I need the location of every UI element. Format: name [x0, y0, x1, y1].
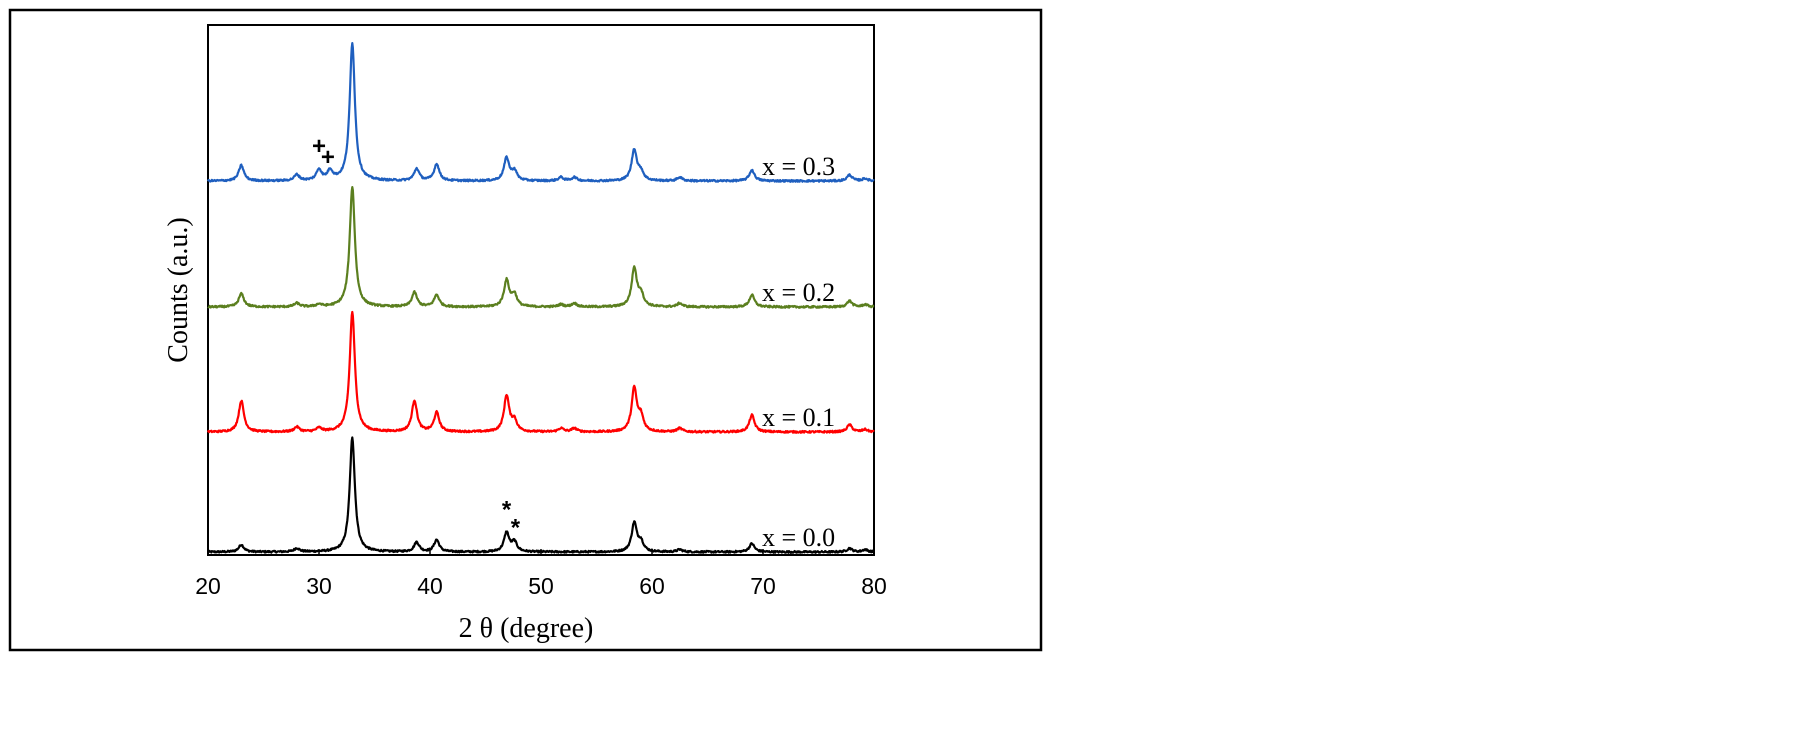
x-tick-label-5: 70	[750, 573, 776, 599]
peak-marker-2: *	[502, 496, 512, 523]
peak-marker-0: +	[312, 133, 326, 160]
series-labels: x = 0.0 x = 0.1 x = 0.2 x = 0.3	[762, 152, 835, 552]
series-label-2: x = 0.2	[762, 278, 835, 307]
peak-marker-1: +	[321, 144, 335, 171]
peak-markers: ++ **	[312, 133, 521, 541]
x-tick-label-2: 40	[417, 573, 443, 599]
x-tick-label-4: 60	[639, 573, 665, 599]
series-line-3	[206, 42, 875, 183]
x-axis-title: 2 θ (degree)	[459, 613, 594, 644]
series-line-2	[207, 186, 875, 309]
series-label-0: x = 0.0	[762, 523, 835, 552]
plot-area	[207, 24, 875, 556]
series-label-3: x = 0.3	[762, 152, 835, 181]
x-tick-label-3: 50	[528, 573, 554, 599]
x-tick-label-6: 80	[861, 573, 887, 599]
x-axis-ticks: 20 30 40 50 60 70 80	[195, 549, 887, 599]
series-label-1: x = 0.1	[762, 403, 835, 432]
x-tick-label-0: 20	[195, 573, 221, 599]
x-tick-label-1: 30	[306, 573, 332, 599]
y-axis-title: Counts (a.u.)	[163, 217, 194, 362]
series-line-1	[206, 310, 875, 434]
peak-marker-3: *	[511, 514, 521, 541]
